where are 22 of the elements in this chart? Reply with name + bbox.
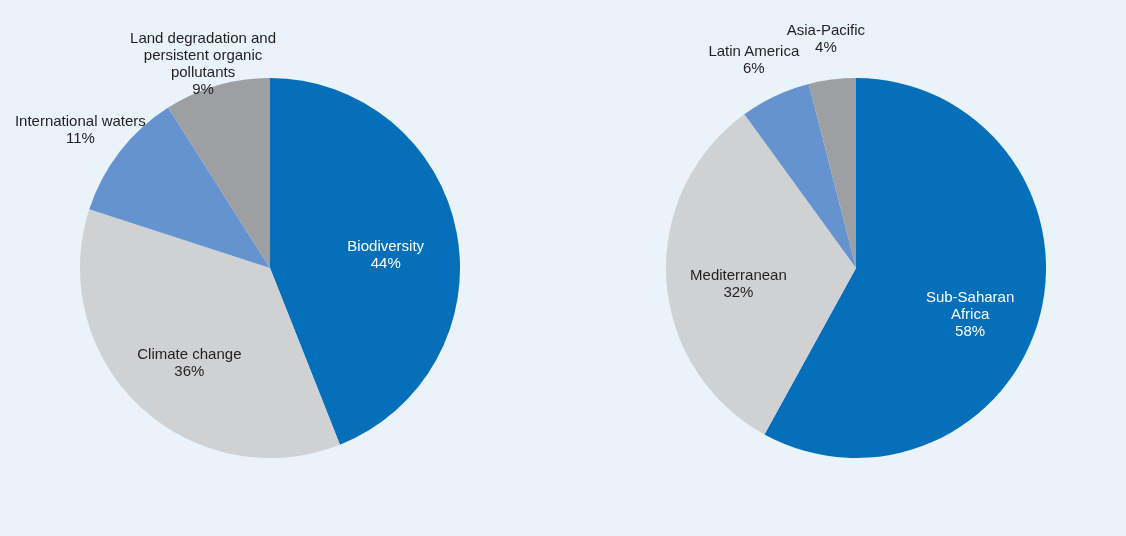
slice-label: Land degradation and persistent organic pollutants: [130, 28, 277, 80]
slice-label: Mediterranean: [690, 266, 787, 284]
slice-label: Climate change: [137, 344, 242, 362]
data-label: 32%: [723, 283, 754, 301]
slice-label: Biodiversity: [347, 236, 425, 254]
pie-slice: [744, 83, 856, 268]
data-label: 11%: [65, 128, 95, 146]
data-label: 58%: [955, 322, 986, 340]
pie-slice: [666, 114, 856, 435]
pie-slice: [270, 78, 460, 445]
slice-label: International waters: [14, 111, 146, 129]
pie-slice: [808, 78, 856, 268]
data-label: 9%: [192, 79, 214, 97]
data-label: 4%: [815, 37, 837, 55]
pie-slice: [168, 78, 270, 268]
pie-slice: [80, 209, 340, 458]
data-label: 44%: [370, 253, 401, 271]
data-label: 36%: [174, 361, 205, 379]
slice-label: Sub-Saharan Africa: [925, 288, 1015, 323]
slice-label: Latin America: [708, 41, 800, 59]
slice-label: Asia-Pacific: [786, 20, 866, 38]
data-label: 6%: [742, 58, 765, 76]
